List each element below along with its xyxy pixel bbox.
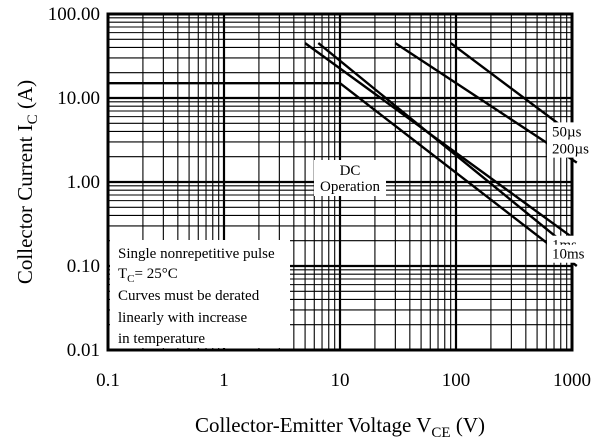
note-line5: in temperature [118, 331, 205, 347]
soa-curves [108, 42, 578, 267]
soa-curve [394, 42, 578, 164]
series-label: 200µs [552, 142, 589, 158]
notes-box [110, 240, 290, 348]
series-label-bg [547, 139, 579, 158]
dc-label-line1: DC [340, 163, 361, 179]
y-tick-label: 10.00 [57, 88, 100, 109]
y-tick-labels: 0.01 0.10 1.00 10.00 100.00 [48, 4, 100, 361]
plot-frame [106, 12, 574, 352]
x-axis-title: Collector-Emitter Voltage VCE (V) [195, 413, 485, 441]
x-tick-label: 1 [219, 370, 229, 391]
x-tick-labels: 0.1 1 10 100 1000 [96, 370, 591, 391]
soa-curve [449, 42, 578, 139]
note-line4: linearly with increase [118, 310, 247, 326]
soa-curve [108, 81, 578, 267]
soa-curve [317, 42, 578, 255]
note-line3: Curves must be derated [118, 288, 260, 304]
series-labels: 50µs200µs1ms10ms [547, 122, 589, 263]
dc-label-line2: Operation [320, 179, 380, 195]
y-tick-label: 0.10 [67, 256, 100, 277]
y-tick-label: 100.00 [48, 4, 100, 25]
note-line2: TC= 25°C [118, 266, 178, 285]
dc-label-box [314, 160, 386, 196]
y-tick-label: 0.01 [67, 340, 100, 361]
series-label-bg [547, 122, 579, 141]
series-label-bg [547, 244, 579, 263]
x-tick-label: 1000 [553, 370, 591, 391]
x-tick-label: 100 [442, 370, 471, 391]
y-tick-label: 1.00 [67, 172, 100, 193]
x-tick-label: 0.1 [96, 370, 120, 391]
x-tick-label: 10 [331, 370, 350, 391]
series-label: 10ms [552, 247, 585, 263]
series-label: 50µs [552, 124, 582, 140]
note-line1: Single nonrepetitive pulse [118, 246, 275, 262]
y-axis-title: Collector Current IC (A) [13, 80, 41, 284]
